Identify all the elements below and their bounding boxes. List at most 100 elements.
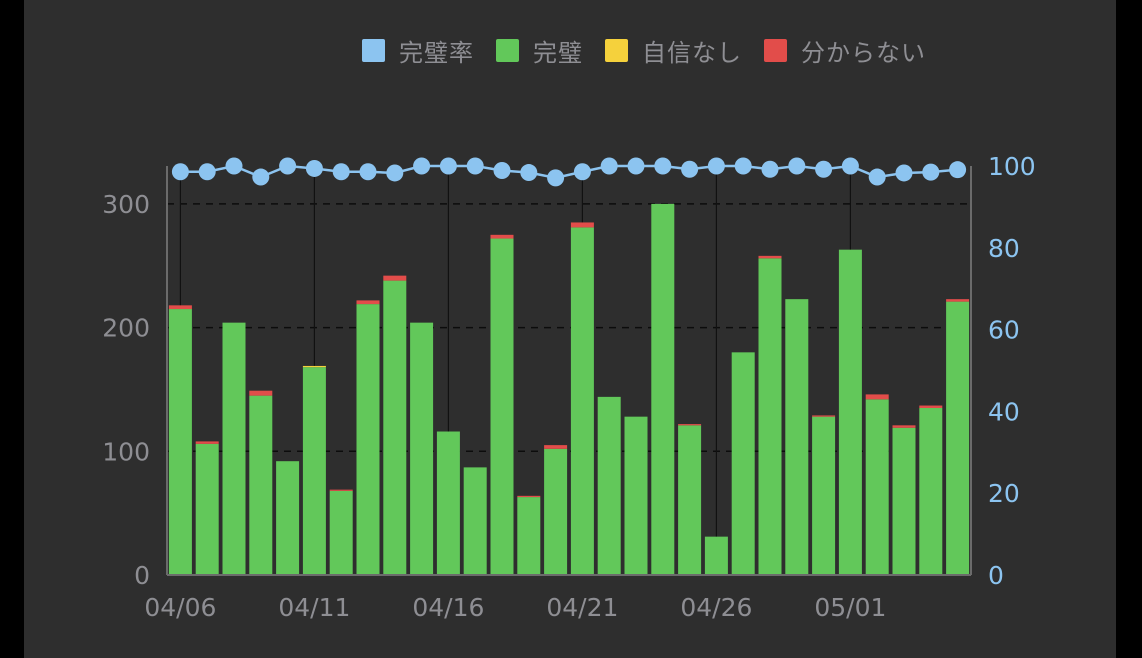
bar-完璧 — [356, 304, 380, 575]
x-tick-label: 05/01 — [814, 593, 886, 622]
bar-完璧 — [704, 536, 728, 575]
legend-label-unsure: 自信なし — [642, 38, 742, 67]
bar-完璧 — [865, 399, 889, 575]
legend-item-rate[interactable]: 完璧率 — [362, 33, 474, 68]
rate-point — [279, 157, 297, 175]
bar-完璧 — [624, 416, 648, 575]
legend-item-perfect[interactable]: 完璧 — [496, 33, 583, 68]
bar-完璧 — [544, 448, 568, 575]
bar-分からない — [544, 445, 568, 449]
rate-point — [761, 160, 779, 178]
y-right-tick-label: 80 — [988, 234, 1020, 263]
bar-完璧 — [168, 309, 192, 575]
bar-分からない — [490, 234, 514, 239]
rate-point — [520, 164, 538, 182]
bar-完璧 — [517, 497, 541, 575]
bar-分からない — [329, 489, 353, 491]
rate-line — [180, 164, 958, 180]
x-tick-label: 04/11 — [278, 593, 350, 622]
bar-分からない — [946, 299, 970, 302]
y-right-tick-label: 100 — [988, 152, 1036, 181]
y-right-tick-label: 20 — [988, 479, 1020, 508]
rate-point — [654, 157, 672, 175]
bar-分からない — [356, 300, 380, 305]
bar-完璧 — [919, 408, 943, 575]
bar-分からない — [812, 415, 836, 417]
rate-point — [922, 163, 940, 181]
rate-point — [332, 163, 350, 181]
x-tick-label: 04/21 — [546, 593, 618, 622]
y-left-tick-label: 300 — [102, 190, 150, 219]
rate-point — [841, 157, 859, 175]
bar-完璧 — [812, 416, 836, 575]
legend-item-unsure[interactable]: 自信なし — [605, 33, 742, 68]
legend: 完璧率 完璧 自信なし 分からない — [362, 30, 948, 70]
rate-point — [386, 164, 404, 182]
rate-point — [573, 163, 591, 181]
rate-point — [252, 168, 270, 186]
rate-point — [788, 157, 806, 175]
rate-point — [815, 160, 833, 178]
y-right-tick-label: 60 — [988, 316, 1020, 345]
rate-point — [305, 159, 323, 177]
rate-point — [868, 168, 886, 186]
bar-分からない — [517, 495, 541, 498]
bar-完璧 — [436, 431, 460, 575]
bar-分からない — [195, 441, 219, 444]
bar-分からない — [865, 394, 889, 400]
bar-完璧 — [946, 301, 970, 575]
bar-完璧 — [597, 396, 621, 575]
rate-point — [466, 157, 484, 175]
bar-完璧 — [195, 443, 219, 575]
rate-point — [547, 169, 565, 187]
legend-label-unknown: 分からない — [801, 38, 926, 67]
bar-分からない — [919, 405, 943, 409]
bar-完璧 — [410, 322, 434, 575]
bar-分からない — [383, 275, 407, 281]
rate-point — [600, 157, 618, 175]
rate-point — [707, 157, 725, 175]
y-right-tick-label: 40 — [988, 397, 1020, 426]
legend-item-unknown[interactable]: 分からない — [764, 33, 926, 68]
bar-分からない — [758, 255, 782, 259]
legend-label-rate: 完璧率 — [399, 38, 474, 67]
rate-point — [439, 157, 457, 175]
y-left-tick-label: 0 — [134, 561, 150, 590]
rate-point — [493, 161, 511, 179]
x-tick-label: 04/26 — [680, 593, 752, 622]
bar-完璧 — [276, 461, 300, 575]
y-left-tick-label: 200 — [102, 314, 150, 343]
bar-分からない — [168, 305, 192, 310]
bar-分からない — [249, 390, 273, 396]
rate-point — [171, 163, 189, 181]
x-tick-label: 04/16 — [412, 593, 484, 622]
bar-完璧 — [570, 227, 594, 575]
bar-完璧 — [490, 238, 514, 575]
bar-完璧 — [651, 203, 675, 575]
y-right-tick-label: 0 — [988, 561, 1004, 590]
bar-完璧 — [463, 467, 487, 575]
bar-完璧 — [892, 427, 916, 575]
rate-point — [681, 160, 699, 178]
legend-swatch-unknown — [764, 38, 787, 62]
legend-swatch-unsure — [605, 38, 628, 62]
bar-自信なし — [302, 365, 326, 368]
rate-point — [359, 163, 377, 181]
bar-完璧 — [838, 249, 862, 575]
bar-完璧 — [758, 258, 782, 575]
legend-swatch-rate — [362, 38, 385, 62]
rate-point — [734, 157, 752, 175]
rate-point — [949, 161, 967, 179]
x-tick-label: 04/06 — [144, 593, 216, 622]
y-left-tick-label: 100 — [102, 437, 150, 466]
rate-point — [627, 157, 645, 175]
bar-分からない — [892, 425, 916, 428]
rate-point — [225, 157, 243, 175]
rate-point — [198, 163, 216, 181]
bar-完璧 — [329, 490, 353, 575]
rate-point — [895, 164, 913, 182]
bar-完璧 — [249, 395, 273, 575]
bar-完璧 — [302, 367, 326, 575]
legend-swatch-perfect — [496, 38, 519, 62]
